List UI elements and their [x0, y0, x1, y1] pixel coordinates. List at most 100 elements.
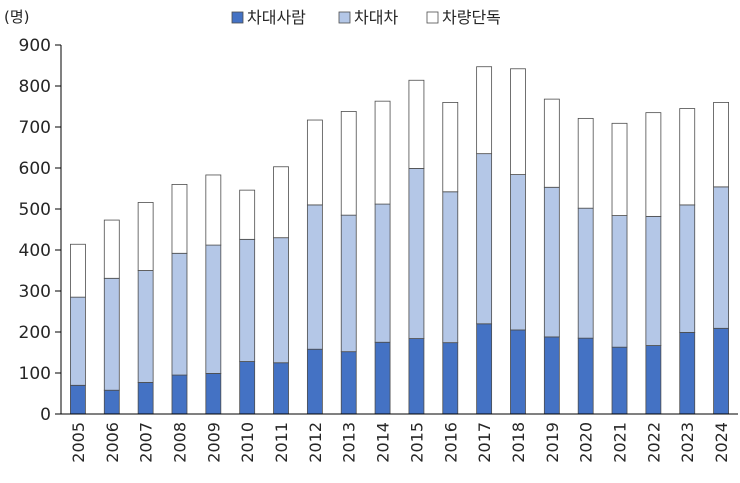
- bar-segment: [70, 384, 86, 415]
- bar-segment: [510, 174, 526, 331]
- bar-segment: [340, 214, 357, 353]
- y-tick-label: 800: [19, 77, 51, 97]
- x-tick-label: 2019: [543, 422, 562, 463]
- bar-segment: [103, 219, 120, 279]
- x-tick-label: 2006: [103, 422, 122, 463]
- legend: 차대사람 차대차 차량단독: [231, 8, 501, 27]
- y-axis-unit-label: (명): [4, 8, 30, 26]
- bar-segment: [205, 244, 222, 374]
- bar-segment: [306, 204, 323, 350]
- y-tick-label: 600: [19, 159, 51, 179]
- x-tick-label: 2022: [644, 422, 663, 463]
- bar-segment: [374, 341, 391, 415]
- bar-segment: [510, 329, 526, 415]
- x-tick-label: 2011: [272, 422, 291, 463]
- x-tick-label: 2013: [340, 422, 359, 463]
- y-tick-label: 300: [19, 282, 51, 302]
- x-tick-label: 2016: [441, 422, 460, 463]
- x-tick-label: 2018: [509, 422, 528, 463]
- bar-segment: [103, 277, 120, 391]
- bar-segment: [171, 374, 188, 415]
- bars: [70, 66, 729, 415]
- bar-segment: [70, 296, 86, 386]
- bar-segment: [70, 243, 86, 298]
- x-tick-label: 2023: [678, 422, 697, 463]
- x-axis: 2005 2006 2007 2008 2009 2010 2011 2012 2013 2014…: [61, 413, 738, 463]
- bar-segment: [645, 345, 662, 415]
- bar-segment: [239, 238, 256, 362]
- bar-segment: [205, 373, 222, 415]
- x-tick-label: 2024: [712, 422, 731, 463]
- y-tick-label: 0: [40, 405, 51, 425]
- bar-segment: [476, 66, 493, 155]
- y-axis: 0 100 200 300 400 500 600 700 800 900: [19, 36, 62, 425]
- bar-segment: [577, 117, 594, 209]
- bar-segment: [713, 102, 729, 188]
- bar-segment: [374, 203, 391, 343]
- x-tick-label: 2008: [170, 422, 189, 463]
- bar-segment: [679, 204, 696, 333]
- bar-segment: [273, 237, 289, 364]
- bar-segment: [543, 186, 560, 338]
- y-tick-label: 500: [19, 200, 51, 220]
- bar-segment: [171, 183, 188, 254]
- bar-segment: [476, 153, 493, 325]
- legend-swatch: [338, 11, 351, 24]
- legend-label: 차대사람: [247, 8, 306, 27]
- bar-segment: [340, 351, 357, 415]
- y-tick-label: 200: [19, 323, 51, 343]
- x-tick-label: 2007: [137, 422, 156, 463]
- bar-segment: [577, 207, 594, 339]
- x-tick-label: 2012: [306, 422, 325, 463]
- bar-segment: [645, 215, 662, 346]
- bar-segment: [543, 336, 560, 415]
- x-tick-label: 2005: [69, 422, 88, 463]
- legend-swatch: [426, 11, 439, 24]
- y-tick-label: 400: [19, 241, 51, 261]
- bar-segment: [239, 361, 256, 415]
- bar-segment: [645, 112, 662, 217]
- x-tick-label: 2009: [204, 422, 223, 463]
- bar-segment: [137, 382, 154, 415]
- bar-segment: [543, 98, 560, 188]
- bar-segment: [171, 252, 188, 376]
- bar-segment: [205, 174, 222, 246]
- bar-segment: [679, 332, 696, 415]
- bar-segment: [442, 102, 459, 193]
- bar-segment: [103, 389, 120, 415]
- x-tick-label: 2015: [407, 422, 426, 463]
- bar-segment: [510, 68, 526, 175]
- bar-segment: [713, 327, 729, 415]
- bar-segment: [306, 119, 323, 206]
- bar-segment: [306, 348, 323, 415]
- x-tick-label: 2010: [238, 422, 257, 463]
- bar-segment: [340, 111, 357, 216]
- x-tick-label: 2014: [374, 422, 393, 463]
- bar-segment: [442, 191, 459, 344]
- bar-segment: [713, 186, 729, 329]
- bar-segment: [611, 122, 628, 216]
- bar-segment: [137, 270, 154, 383]
- y-tick-label: 100: [19, 364, 51, 384]
- legend-label: 차대차: [354, 8, 398, 27]
- x-tick-label: 2020: [577, 422, 596, 463]
- legend-swatch: [231, 11, 244, 24]
- y-tick-label: 900: [19, 36, 51, 56]
- bar-segment: [273, 362, 289, 415]
- bar-segment: [137, 202, 154, 271]
- bar-segment: [476, 323, 493, 415]
- bar-segment: [239, 189, 256, 240]
- bar-segment: [611, 346, 628, 415]
- bar-segment: [408, 168, 425, 339]
- bar-segment: [374, 100, 391, 205]
- y-tick-label: 700: [19, 118, 51, 138]
- bar-segment: [442, 342, 459, 415]
- bar-segment: [679, 108, 696, 206]
- x-tick-label: 2021: [611, 422, 630, 463]
- bar-segment: [408, 338, 425, 415]
- bar-segment: [273, 166, 289, 239]
- x-tick-label: 2017: [475, 422, 494, 463]
- bar-segment: [577, 337, 594, 415]
- bar-segment: [408, 79, 425, 169]
